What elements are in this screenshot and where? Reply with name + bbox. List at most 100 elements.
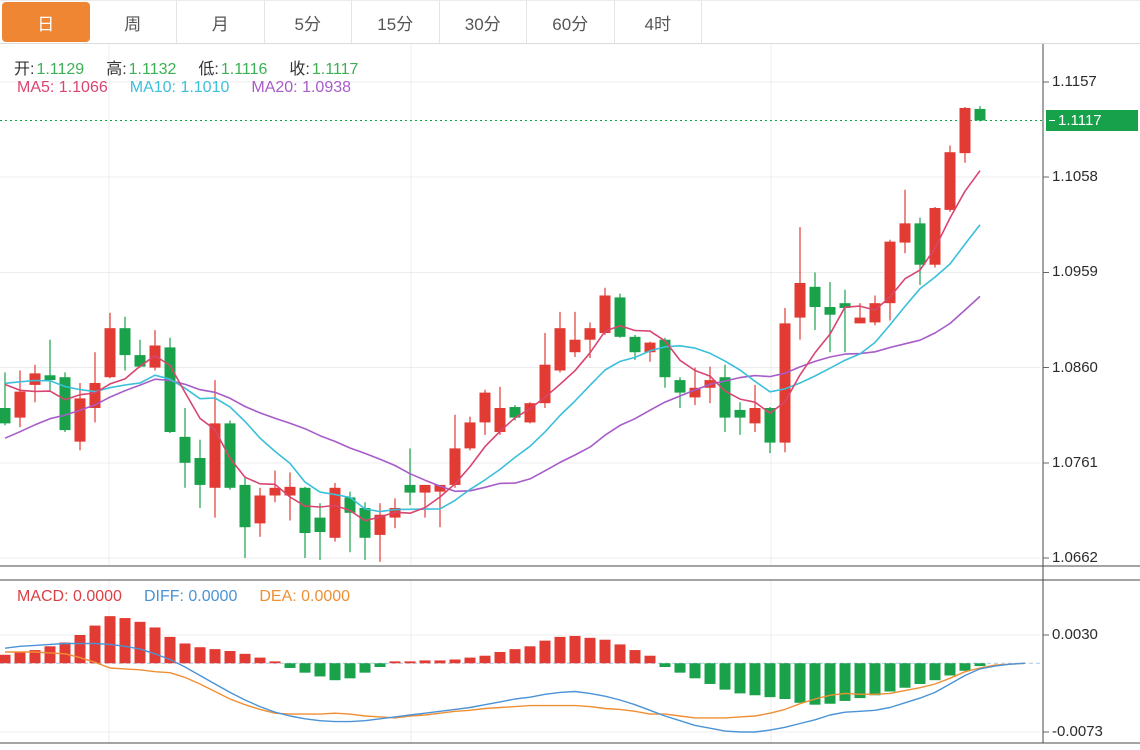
candle-body [269,487,281,496]
candle-body [434,484,446,492]
open-readout: 开: 1.1129 [14,55,84,79]
price-axis-label: 1.0860 [1052,358,1098,376]
candle-body [209,423,221,488]
ma10-readout: MA10: 1.1010 [130,79,230,97]
candle-body [794,282,806,318]
tab-week[interactable]: 周 [89,1,177,43]
macd-hist-bar [209,649,221,664]
macd-hist-bar [284,663,296,668]
macd-hist-bar [839,663,851,701]
candle-body [584,328,596,340]
macd-hist-bar [704,663,716,684]
macd-hist-bar [824,663,836,704]
tab-month[interactable]: 月 [177,1,265,43]
macd-hist-bar [974,663,986,667]
ma10-value: 1.1010 [180,79,230,96]
ma20-label: MA20: [251,79,298,96]
diff-line [4,642,1026,733]
ma10-line [4,224,981,513]
macd-hist-bar [89,625,101,664]
tab-5min[interactable]: 5分 [264,1,352,43]
candle-body [419,484,431,493]
candle-body [224,423,236,488]
macd-hist-bar [569,635,581,664]
macd-hist-bar [419,660,431,664]
candle-body [449,448,461,485]
macd-hist-bar [404,661,416,664]
macd-hist-bar [509,649,521,664]
candle-body [674,380,686,393]
macd-hist-bar [614,644,626,664]
candle-body [779,323,791,443]
macd-hist-bar [14,651,26,664]
macd-label: MACD: [17,588,69,605]
candle-body [14,391,26,418]
macd-hist-bar [269,661,281,664]
quote-readout-row: 开: 1.1129 高: 1.1132 低: 1.1116 收: 1.1117 [14,55,358,79]
macd-hist-bar [854,663,866,699]
high-value: 1.1132 [128,61,177,78]
candle-body [929,207,941,265]
macd-hist-bar [239,653,251,664]
macd-hist-bar [959,663,971,671]
macd-hist-bar [794,663,806,703]
ma5-readout: MA5: 1.1066 [17,79,108,97]
open-label: 开: [14,61,35,78]
candle-body [0,407,11,424]
macd-hist-bar [644,655,656,664]
candle-body [884,241,896,304]
tab-day[interactable]: 日 [2,2,90,42]
macd-hist-bar [524,646,536,664]
candle-body [569,339,581,353]
candle-body [299,487,311,533]
macd-hist-bar [389,661,401,664]
candle-body [179,436,191,463]
macd-hist-bar [224,651,236,664]
candle-body [194,457,206,485]
macd-axis-label: 0.0030 [1052,626,1098,643]
candle-body [284,486,296,496]
macd-hist-bar [599,639,611,664]
macd-hist-bar [734,663,746,694]
candle-body [854,317,866,324]
macd-hist-bar [884,663,896,692]
candle-body [809,286,821,308]
period-tabbar: 日周月 5分 15分 30分 60分 4时 [0,0,1140,44]
macd-hist-bar [59,642,71,664]
candle-body [89,382,101,408]
ma10-label: MA10: [129,79,176,96]
macd-hist-bar [0,654,11,664]
last-price-tag: 1.1117 [1046,109,1138,131]
diff-value: 0.0000 [188,588,238,605]
macd-hist-bar [74,635,86,664]
close-readout: 收: 1.1117 [289,55,358,79]
macd-hist-bar [104,616,116,664]
tab-60min[interactable]: 60分 [527,1,615,43]
candle-body [374,514,386,535]
macd-hist-bar [344,663,356,679]
macd-hist-bar [584,637,596,664]
macd-hist-bar [719,663,731,690]
close-value: 1.1117 [311,61,359,78]
candle-body [344,497,356,513]
macd-hist-bar [464,657,476,664]
tab-30min[interactable]: 30分 [439,1,527,43]
tab-4hour[interactable]: 4时 [614,1,702,43]
candle-body [359,507,371,538]
candle-body [899,223,911,243]
candle-body [524,403,536,423]
tab-15min[interactable]: 15分 [352,1,440,43]
macd-hist-bar [179,643,191,664]
low-readout: 低: 1.1116 [198,55,267,79]
candle-body [329,487,341,538]
ma20-line [4,295,981,493]
macd-hist-bar [779,663,791,700]
macd-hist-bar [494,651,506,664]
macd-hist-bar [764,663,776,698]
candle-body [749,407,761,424]
macd-hist-bar [299,663,311,673]
candle-body [644,342,656,353]
candle-body [494,407,506,433]
